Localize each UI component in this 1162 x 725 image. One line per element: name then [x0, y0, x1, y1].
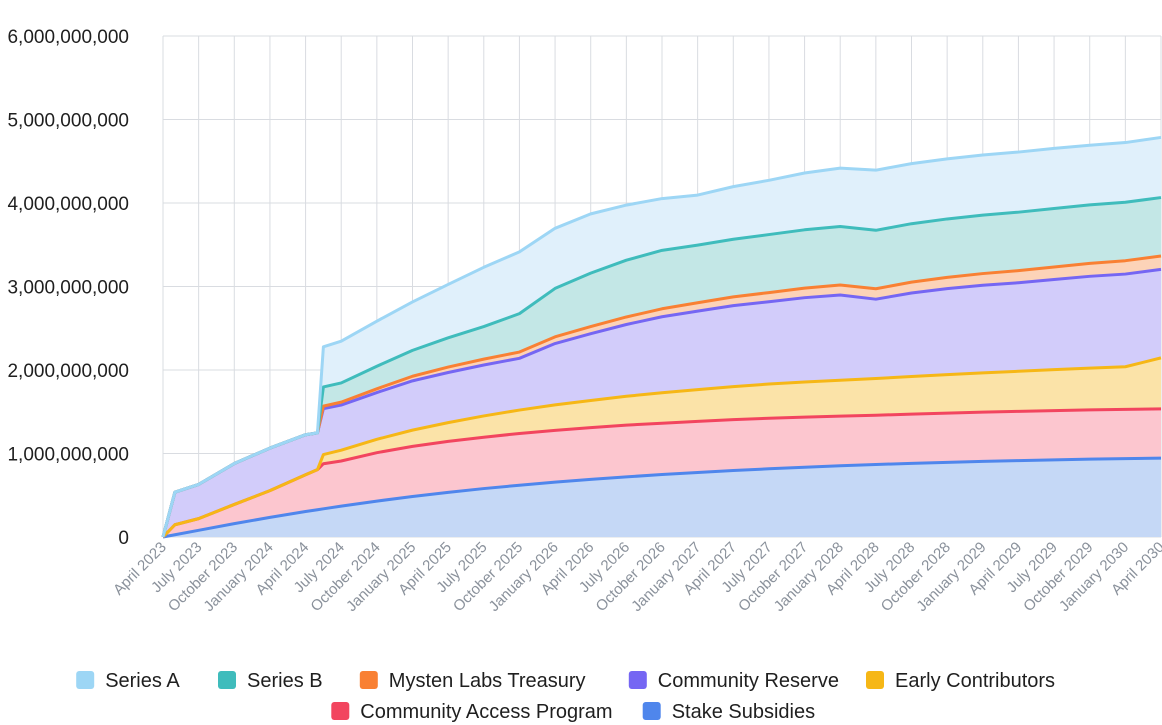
y-tick-label: 5,000,000,000 [7, 111, 129, 132]
series-lines [161, 135, 1162, 539]
legend-swatch-stake-subsidies [642, 702, 661, 720]
legend-swatch-series-a [76, 671, 95, 689]
legend-label-mysten-labs-treasury: Mysten Labs Treasury [389, 670, 586, 692]
line-early-contributors [161, 356, 1162, 539]
legend-swatch-community-access-program [331, 702, 350, 720]
legend-label-stake-subsidies: Stake Subsidies [672, 701, 815, 723]
area-stake-subsidies [163, 458, 1161, 537]
legend-swatch-community-reserve [628, 671, 647, 689]
legend-label-series-a: Series A [105, 670, 180, 692]
area-early-contributors [163, 357, 1161, 537]
y-tick-label: 0 [118, 528, 129, 549]
legend-label-community-access-program: Community Access Program [360, 701, 612, 723]
area-community-reserve [163, 269, 1161, 537]
legend-swatch-early-contributors [866, 671, 884, 689]
legend-swatch-series-b [218, 671, 236, 689]
y-tick-label: 4,000,000,000 [7, 194, 129, 215]
y-tick-label: 6,000,000,000 [7, 27, 129, 48]
y-tick-label: 3,000,000,000 [7, 278, 129, 299]
y-axis: 0 1,000,000,000 2,000,000,000 3,000,000,000… [7, 27, 129, 549]
area-community-access-program [163, 408, 1161, 537]
y-tick-label: 2,000,000,000 [7, 361, 129, 382]
legend-label-community-reserve: Community Reserve [658, 670, 839, 692]
area-series-b [163, 197, 1161, 537]
line-series-a [161, 135, 1162, 538]
legend-swatch-mysten-labs-treasury [359, 671, 378, 689]
legend-label-early-contributors: Early Contributors [895, 670, 1055, 692]
area-series-a [163, 137, 1161, 537]
legend: Series A Series B Mysten Labs Treasury Comm… [76, 670, 1055, 723]
legend-label-series-b: Series B [247, 670, 323, 692]
y-tick-label: 1,000,000,000 [7, 445, 129, 466]
line-stake-subsidies [162, 456, 1162, 539]
